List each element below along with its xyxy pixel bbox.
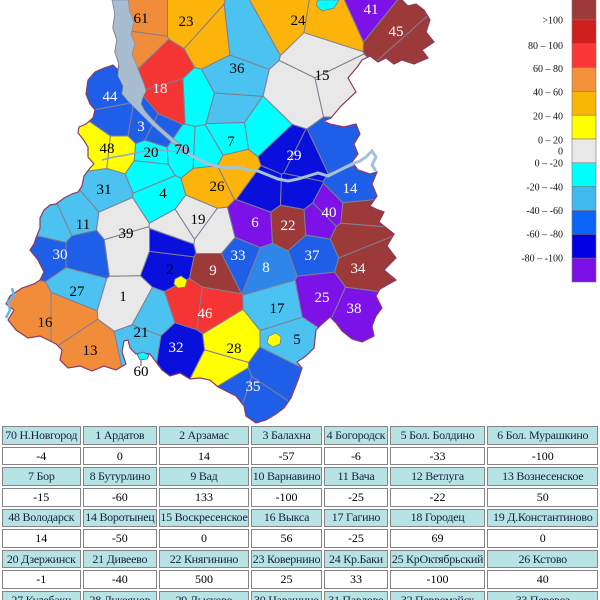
svg-text:39: 39 xyxy=(119,226,134,242)
svg-text:35: 35 xyxy=(246,379,261,395)
svg-text:33: 33 xyxy=(231,248,246,264)
svg-text:0: 0 xyxy=(558,147,563,158)
svg-text:32: 32 xyxy=(169,340,184,356)
svg-text:28: 28 xyxy=(227,341,242,357)
svg-text:27: 27 xyxy=(70,284,86,300)
svg-text:25: 25 xyxy=(315,290,330,306)
svg-text:15: 15 xyxy=(315,68,330,84)
svg-text:>100: >100 xyxy=(542,16,563,27)
svg-text:29: 29 xyxy=(287,148,302,164)
svg-text:-20 – -40: -20 – -40 xyxy=(526,183,563,194)
svg-text:8: 8 xyxy=(262,260,270,276)
svg-text:-80 – -100: -80 – -100 xyxy=(521,254,563,265)
svg-text:45: 45 xyxy=(389,24,404,40)
svg-text:14: 14 xyxy=(343,181,359,197)
svg-text:-40 – -60: -40 – -60 xyxy=(526,206,563,217)
svg-text:48: 48 xyxy=(100,141,115,157)
svg-text:9: 9 xyxy=(209,263,217,279)
svg-text:37: 37 xyxy=(305,248,321,264)
svg-text:60: 60 xyxy=(134,364,149,380)
svg-text:1: 1 xyxy=(119,289,127,305)
svg-text:22: 22 xyxy=(281,218,296,234)
svg-text:4: 4 xyxy=(159,186,167,202)
svg-text:20 – 40: 20 – 40 xyxy=(533,112,563,123)
svg-text:44: 44 xyxy=(103,89,119,105)
svg-text:23: 23 xyxy=(179,14,194,30)
svg-text:21: 21 xyxy=(134,325,149,341)
svg-text:70: 70 xyxy=(175,142,190,158)
svg-text:6: 6 xyxy=(251,215,259,231)
svg-text:16: 16 xyxy=(38,315,54,331)
svg-text:60 – 80: 60 – 80 xyxy=(533,64,563,75)
svg-text:40: 40 xyxy=(322,205,337,221)
svg-text:5: 5 xyxy=(293,332,301,348)
svg-text:0 – 20: 0 – 20 xyxy=(538,136,563,147)
svg-text:34: 34 xyxy=(351,261,367,277)
svg-text:2: 2 xyxy=(166,262,174,278)
svg-text:46: 46 xyxy=(198,306,214,322)
svg-text:13: 13 xyxy=(83,343,98,359)
svg-text:26: 26 xyxy=(210,179,226,195)
svg-text:0 – -20: 0 – -20 xyxy=(535,159,563,170)
svg-text:41: 41 xyxy=(364,2,379,18)
svg-text:-60 – -80: -60 – -80 xyxy=(526,230,563,241)
svg-text:11: 11 xyxy=(76,217,90,233)
svg-text:7: 7 xyxy=(227,134,235,150)
svg-text:3: 3 xyxy=(137,119,145,135)
svg-text:38: 38 xyxy=(347,301,362,317)
svg-text:19: 19 xyxy=(191,212,206,228)
svg-text:31: 31 xyxy=(97,182,112,198)
svg-text:17: 17 xyxy=(270,301,286,317)
svg-text:18: 18 xyxy=(153,81,168,97)
svg-text:36: 36 xyxy=(230,61,246,77)
svg-text:24: 24 xyxy=(291,13,307,29)
svg-text:40 – 60: 40 – 60 xyxy=(533,88,563,99)
svg-text:80 – 100: 80 – 100 xyxy=(528,41,563,52)
svg-text:61: 61 xyxy=(134,11,149,27)
svg-text:20: 20 xyxy=(144,145,159,161)
svg-text:30: 30 xyxy=(53,247,68,263)
